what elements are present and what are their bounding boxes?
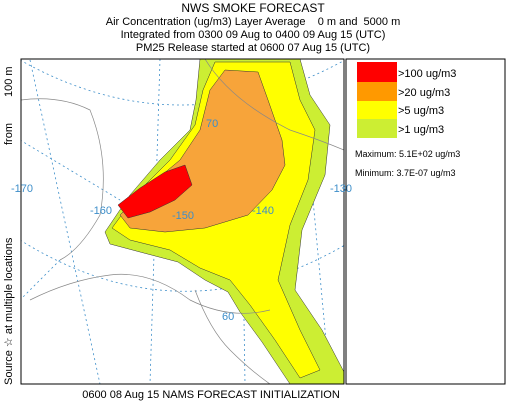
map-label: -160 xyxy=(90,205,112,217)
side-label: from xyxy=(3,123,15,145)
legend-label: >100 ug/m3 xyxy=(398,68,456,80)
map-label: 70 xyxy=(206,118,218,130)
subtitle: Integrated from 0300 09 Aug to 0400 09 A… xyxy=(121,29,386,41)
plume-100 xyxy=(117,164,193,219)
map-label: -140 xyxy=(252,205,274,217)
legend-swatch xyxy=(357,62,397,82)
subtitle: Air Concentration (ug/m3) Layer Average … xyxy=(106,16,401,28)
map: 70 -170 -160 -150 -140 -130 60 xyxy=(11,58,352,385)
coastline xyxy=(21,59,344,384)
legend-min: Minimum: 3.7E-07 ug/m3 xyxy=(355,168,456,178)
footer: 0600 08 Aug 15 NAMS FORECAST INITIALIZAT… xyxy=(82,389,340,401)
legend-label: >1 ug/m3 xyxy=(398,124,444,136)
legend-max: Maximum: 5.1E+02 ug/m3 xyxy=(355,149,460,159)
side-label: 100 m xyxy=(3,66,15,97)
map-label: -150 xyxy=(172,210,194,222)
title: NWS SMOKE FORECAST xyxy=(181,1,325,15)
subtitle: PM25 Release started at 0600 07 Aug 15 (… xyxy=(136,42,370,54)
map-label: -130 xyxy=(330,183,352,195)
map-frame xyxy=(20,58,345,385)
legend-frame xyxy=(345,58,506,385)
map-label: 60 xyxy=(222,311,234,323)
legend-swatch xyxy=(357,119,397,138)
side-label: Source ☆ at multiple locations xyxy=(3,237,15,385)
legend-label: >20 ug/m3 xyxy=(398,87,450,99)
legend-label: >5 ug/m3 xyxy=(398,105,444,117)
legend: >100 ug/m3 >20 ug/m3 >5 ug/m3 >1 ug/m3 M… xyxy=(345,58,506,385)
map-label: -170 xyxy=(11,183,33,195)
legend-swatch xyxy=(357,82,397,101)
legend-swatch xyxy=(357,101,397,119)
